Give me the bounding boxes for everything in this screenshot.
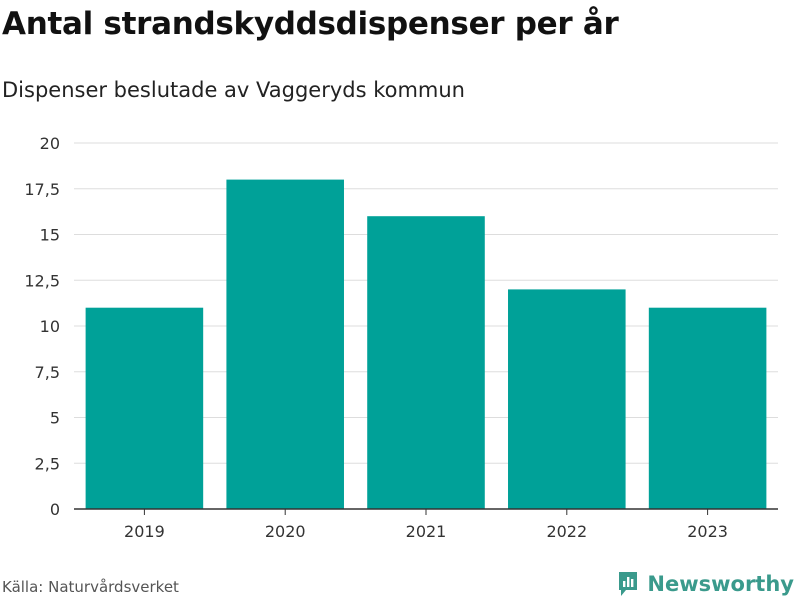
y-tick-label: 20	[40, 134, 60, 153]
x-tick-label: 2019	[124, 522, 165, 541]
bar-2023	[648, 307, 767, 509]
bar-2022	[508, 289, 626, 509]
newsworthy-logo-icon	[619, 572, 638, 596]
y-tick-label: 2,5	[35, 454, 60, 473]
bar-2019	[85, 307, 204, 509]
brand-logo: Newsworthy	[617, 568, 794, 600]
y-tick-label: 5	[50, 409, 60, 428]
brand-name: Newsworthy	[647, 572, 794, 596]
y-tick-label: 15	[40, 226, 60, 245]
x-tick-label: 2020	[265, 522, 306, 541]
source-note: Källa: Naturvårdsverket	[2, 578, 179, 596]
y-tick-label: 17,5	[24, 180, 60, 199]
y-tick-label: 0	[50, 500, 60, 519]
x-tick-label: 2023	[687, 522, 728, 541]
x-tick-label: 2022	[546, 522, 587, 541]
chart-subtitle: Dispenser beslutade av Vaggeryds kommun	[2, 78, 465, 102]
bars	[85, 179, 767, 509]
y-axis-ticks: 0 2,5 5 7,5 10 12,5 15 17,5 20	[24, 134, 60, 519]
y-tick-label: 10	[40, 317, 60, 336]
bar-2020	[226, 179, 344, 509]
y-tick-label: 7,5	[35, 363, 60, 382]
x-tick-label: 2021	[406, 522, 447, 541]
y-tick-label: 12,5	[24, 271, 60, 290]
x-axis-ticks: 2019 2020 2021 2022 2023	[124, 509, 728, 541]
chart-title: Antal strandskyddsdispenser per år	[2, 6, 619, 42]
bar-2021	[367, 216, 485, 509]
